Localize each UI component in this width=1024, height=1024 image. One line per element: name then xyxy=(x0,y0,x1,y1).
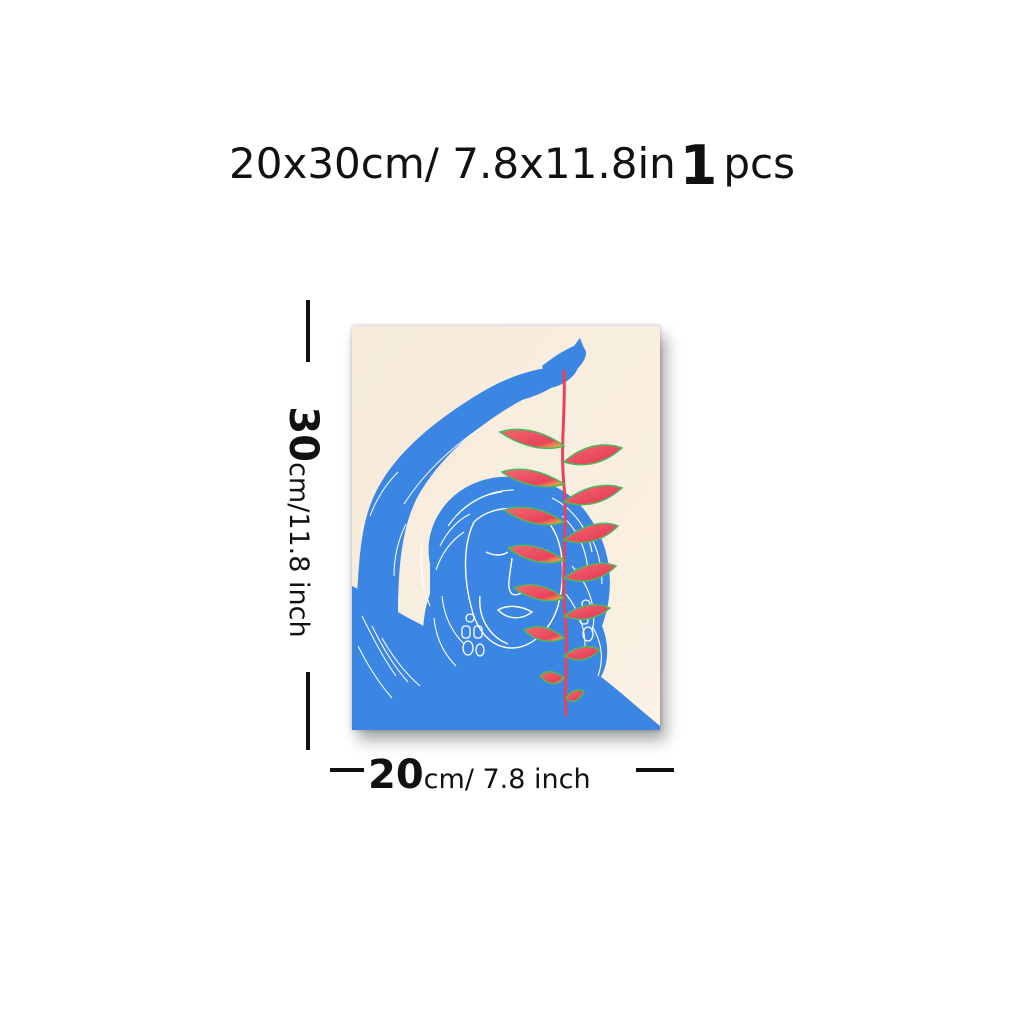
face xyxy=(464,507,564,649)
width-unit: cm/ 7.8 inch xyxy=(423,764,591,795)
height-line-top xyxy=(306,300,310,362)
canvas-print xyxy=(352,326,660,730)
width-value: 20 xyxy=(368,752,424,798)
height-unit: cm/11.8 inch xyxy=(283,462,314,638)
product-size-title: 20x30cm/ 7.8x11.8in1 pcs xyxy=(0,138,1024,193)
body-lines xyxy=(357,427,481,699)
quantity-unit: pcs xyxy=(723,139,795,188)
flower-stem xyxy=(561,369,569,717)
height-line-bottom xyxy=(306,672,310,750)
size-text: 20x30cm/ 7.8x11.8in xyxy=(229,139,676,188)
quantity-number: 1 xyxy=(679,134,718,197)
hair-strands xyxy=(420,489,603,677)
width-line-right xyxy=(636,768,674,772)
width-label: 20cm/ 7.8 inch xyxy=(368,752,591,798)
earring-left xyxy=(461,613,485,657)
artwork-illustration xyxy=(352,326,660,730)
height-label: 30cm/11.8 inch xyxy=(280,346,326,698)
hand xyxy=(542,338,586,388)
width-line-left xyxy=(330,768,364,772)
height-value: 30 xyxy=(280,406,326,463)
heliconia-flower xyxy=(498,428,624,703)
